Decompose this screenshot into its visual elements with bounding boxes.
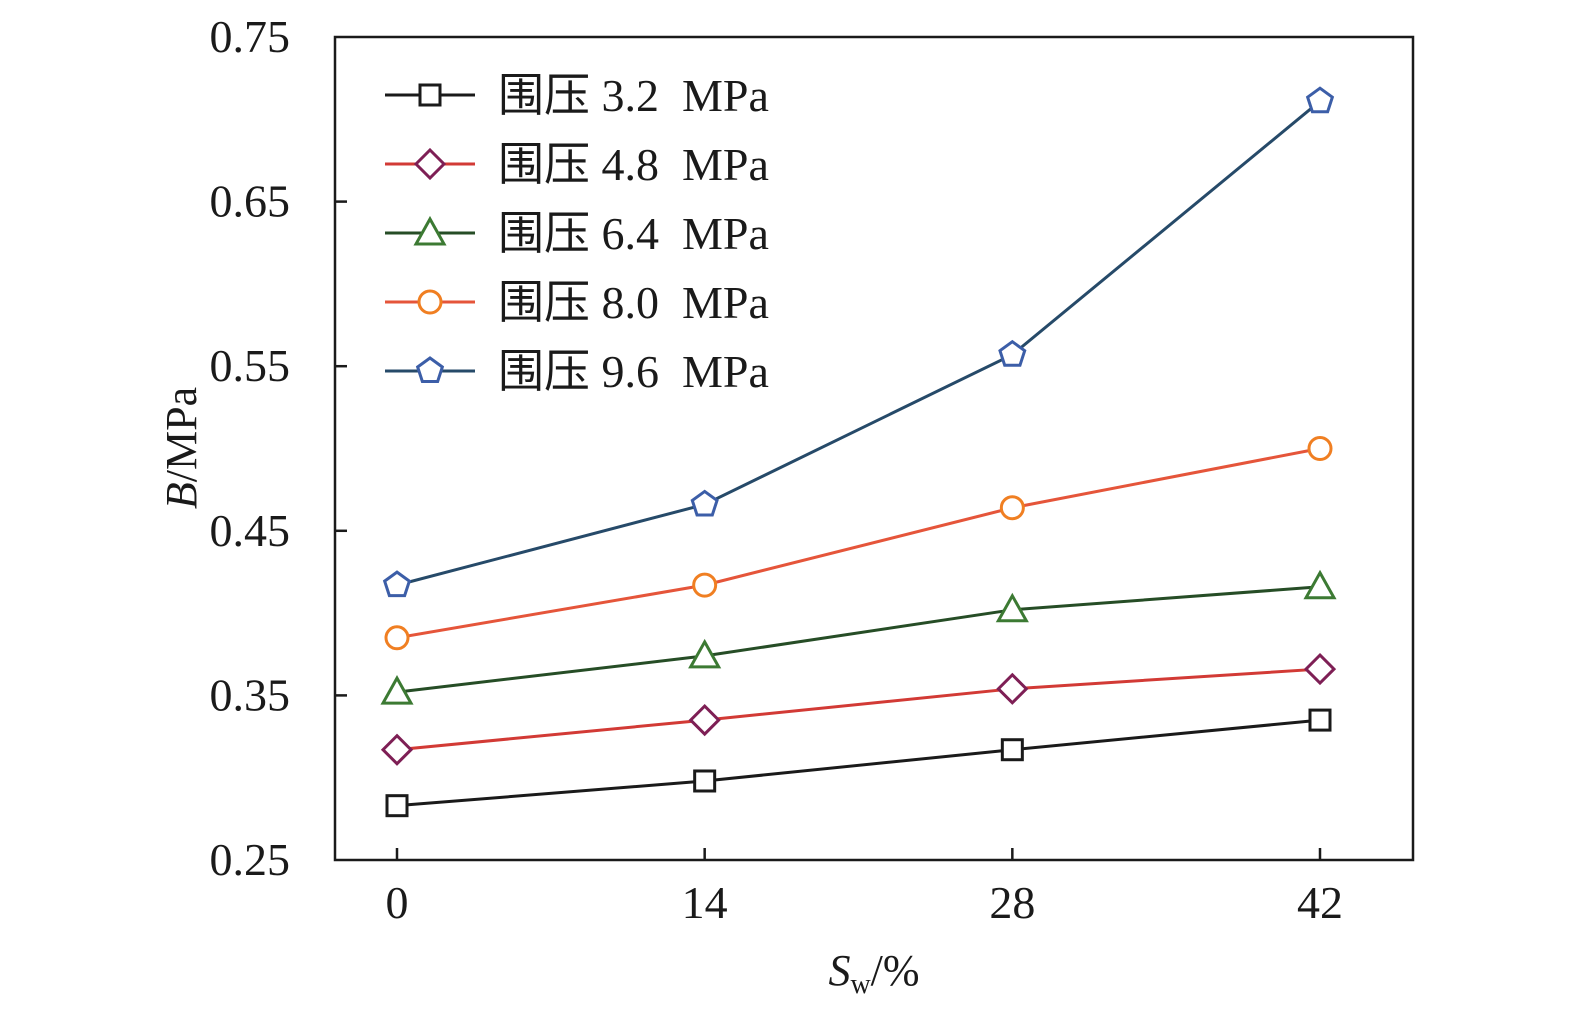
y-tick-label: 0.75 (210, 11, 291, 62)
series-line (396, 585, 1321, 694)
legend-label: 围压 9.6 MPa (498, 346, 769, 397)
legend-item: 围压 4.8 MPa (385, 139, 769, 190)
diamond-marker (413, 147, 447, 181)
pentagon-marker (998, 339, 1027, 367)
series-line (396, 447, 1321, 640)
legend-label: 围压 6.4 MPa (498, 208, 769, 259)
legend: 围压 3.2 MPa 围压 4.8 MPa 围压 6.4 MPa 围压 8.0 MPa… (385, 70, 769, 397)
series-6.4MPa (380, 569, 1337, 705)
y-tick-label: 0.25 (210, 834, 291, 885)
x-tick-label: 14 (682, 877, 728, 928)
x-tick-label: 42 (1297, 877, 1343, 928)
series-line (396, 718, 1321, 808)
square-marker (385, 794, 409, 818)
x-tick-label: 0 (386, 877, 409, 928)
y-tick-label: 0.35 (210, 669, 291, 720)
square-marker (418, 83, 442, 107)
legend-item: 围压 8.0 MPa (385, 277, 769, 328)
triangle-marker (1303, 569, 1337, 600)
triangle-marker (413, 215, 447, 246)
triangle-marker (380, 675, 414, 705)
x-axis-label: Sw/% (828, 946, 919, 1000)
circle-marker (692, 572, 718, 598)
square-marker (693, 769, 717, 793)
legend-item: 围压 6.4 MPa (385, 208, 769, 259)
series-9.6MPa (382, 86, 1335, 598)
diamond-marker (996, 672, 1029, 705)
series-4.8MPa (380, 652, 1337, 766)
pentagon-marker (690, 489, 719, 517)
circle-marker (999, 495, 1025, 521)
series-line (396, 667, 1321, 752)
square-marker (1308, 708, 1332, 732)
x-tick-label: 28 (989, 877, 1035, 928)
y-tick-label: 0.55 (210, 340, 291, 391)
series-3.2MPa (385, 708, 1332, 818)
diamond-marker (1303, 652, 1337, 686)
diamond-marker (688, 703, 721, 737)
triangle-marker (995, 592, 1029, 623)
circle-marker (384, 625, 410, 651)
y-tick-label: 0.45 (210, 505, 291, 556)
legend-item: 围压 9.6 MPa (385, 346, 769, 397)
square-marker (1000, 738, 1024, 762)
y-axis-label: B/MPa (157, 387, 206, 509)
series-8.0MPa (384, 436, 1333, 651)
series-line (396, 100, 1321, 587)
pentagon-marker (415, 356, 445, 384)
plot-frame (333, 35, 1415, 862)
legend-label: 围压 4.8 MPa (498, 139, 769, 190)
legend-item: 围压 3.2 MPa (385, 70, 769, 121)
pentagon-marker (382, 570, 412, 598)
pentagon-marker (1305, 86, 1335, 114)
triangle-marker (688, 638, 722, 669)
circle-marker (1307, 436, 1333, 461)
legend-label: 围压 3.2 MPa (498, 70, 769, 121)
diamond-marker (380, 733, 414, 766)
y-tick-label: 0.65 (210, 176, 291, 227)
circle-marker (417, 289, 443, 315)
legend-label: 围压 8.0 MPa (498, 277, 769, 328)
